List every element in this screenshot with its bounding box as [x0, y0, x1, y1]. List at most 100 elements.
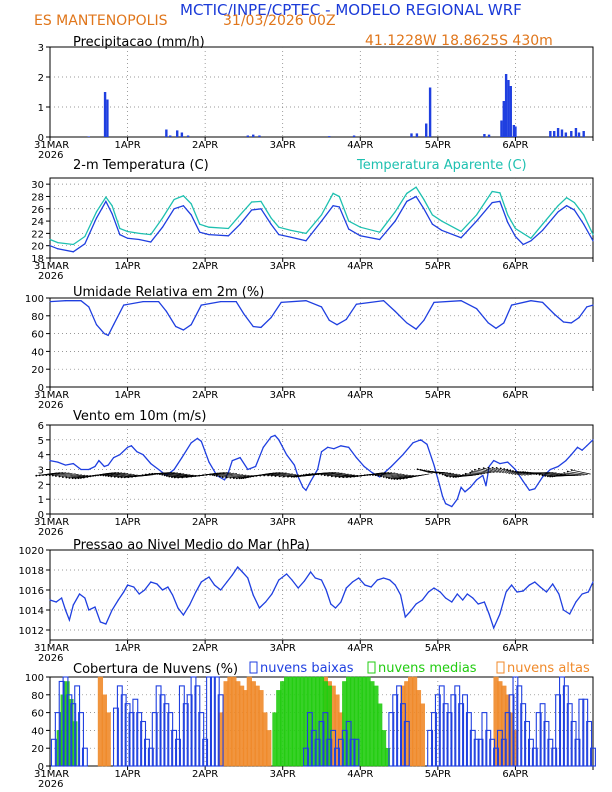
cloud-bar-blue: [167, 712, 174, 767]
cloud-bar-blue: [334, 747, 340, 767]
data-point: [445, 503, 447, 505]
data-point: [94, 465, 96, 468]
data-point: [340, 601, 342, 603]
wind-arrow-head: [209, 473, 212, 476]
wind-arrow: [159, 472, 179, 475]
x-tick-label: 4APR: [347, 140, 373, 151]
y-tick-label: 0: [38, 510, 44, 521]
wind-arrow-head: [405, 477, 408, 479]
cloud-bar-blue: [116, 685, 123, 767]
cloud-bar-blue: [50, 738, 57, 767]
wind-arrow-head: [55, 475, 57, 477]
wind-arrow-head: [441, 473, 444, 476]
wind-arrow-head: [556, 474, 558, 477]
cloud-bar-blue: [396, 685, 403, 767]
wind-arrow-head: [225, 476, 228, 479]
precip-bar: [352, 135, 356, 137]
data-point: [499, 462, 501, 465]
x-tick-label: 5APR: [425, 643, 451, 654]
data-point: [488, 613, 490, 615]
data-point: [252, 325, 254, 328]
wind-arrow: [219, 473, 238, 477]
data-point: [161, 217, 164, 219]
cloud-bar-blue: [124, 703, 131, 767]
cloud-bar-blue: [531, 747, 538, 767]
wind-arrow-head: [249, 475, 252, 478]
data-point: [64, 300, 67, 302]
wind-arrow-head: [131, 475, 133, 478]
wind-arrow-head: [38, 474, 41, 477]
data-point: [289, 236, 292, 238]
wind-arrow-head: [393, 478, 396, 480]
data-point: [64, 609, 67, 611]
data-point: [111, 609, 113, 611]
wind-arrow-head: [570, 469, 573, 471]
wind-arrow-head: [549, 475, 552, 478]
wind-arrow: [162, 472, 182, 476]
wind-arrow-head: [563, 472, 566, 474]
series-line-blue: [49, 565, 594, 630]
data-point: [460, 300, 462, 302]
wind-arrow: [474, 469, 492, 474]
legend-swatch-green: [367, 661, 376, 674]
wind-arrow: [450, 474, 464, 478]
wind-arrow-head: [58, 475, 61, 478]
data-point: [190, 442, 192, 444]
x-tick-label: 2APR: [192, 517, 218, 528]
wind-arrow-head: [211, 474, 214, 476]
data-point: [433, 464, 435, 466]
wind-arrow-head: [65, 476, 68, 479]
x-tick-label: 6APR: [502, 140, 528, 151]
data-point: [270, 436, 272, 438]
data-point: [557, 465, 559, 468]
data-point: [103, 333, 105, 335]
data-point: [477, 603, 479, 605]
data-point: [251, 201, 253, 203]
wind-arrow: [103, 472, 123, 476]
data-point: [72, 251, 74, 253]
data-point: [243, 313, 245, 315]
data-point: [305, 240, 307, 242]
y-tick-label: 1012: [19, 626, 44, 637]
cloud-bar-blue: [147, 747, 154, 767]
y-tick-label: 60: [31, 709, 44, 720]
cloud-bar-blue: [586, 720, 593, 767]
wind-arrow-head: [371, 474, 374, 476]
cloud-bar-blue: [465, 712, 472, 767]
wind-arrow-head: [148, 473, 151, 475]
wind-arrow-head: [469, 471, 472, 474]
y-tick-label: 5: [38, 436, 44, 447]
x-tick-label: 3APR: [270, 261, 296, 272]
wind-arrow-head: [99, 474, 102, 477]
data-point: [409, 611, 411, 613]
wind-arrow-head: [455, 476, 457, 478]
data-point: [260, 200, 262, 202]
wind-arrow: [283, 474, 300, 477]
precip-bar: [549, 131, 552, 137]
panel-frame: [49, 549, 594, 641]
data-point: [113, 457, 115, 459]
precip-bar: [176, 130, 179, 137]
wind-arrow-head: [305, 473, 308, 476]
data-point: [514, 468, 517, 471]
data-point: [456, 498, 458, 500]
wind-arrow-head: [282, 475, 285, 478]
cloud-bar-blue: [539, 703, 546, 767]
wind-arrow: [539, 472, 557, 476]
cloud-bar-blue: [120, 694, 127, 767]
data-point: [123, 591, 125, 593]
data-point: [592, 439, 594, 441]
data-point: [251, 209, 253, 211]
wind-arrow-head: [459, 475, 462, 477]
data-point: [530, 240, 532, 242]
data-point: [190, 214, 192, 216]
data-point: [103, 465, 105, 468]
data-point: [562, 609, 565, 611]
wind-arrow: [410, 473, 430, 478]
y-tick-label: 40: [31, 347, 44, 358]
panel-title: Vento em 10m (m/s): [73, 409, 206, 424]
data-point: [285, 573, 288, 575]
data-point: [226, 581, 228, 583]
wind-arrow-head: [517, 471, 519, 473]
